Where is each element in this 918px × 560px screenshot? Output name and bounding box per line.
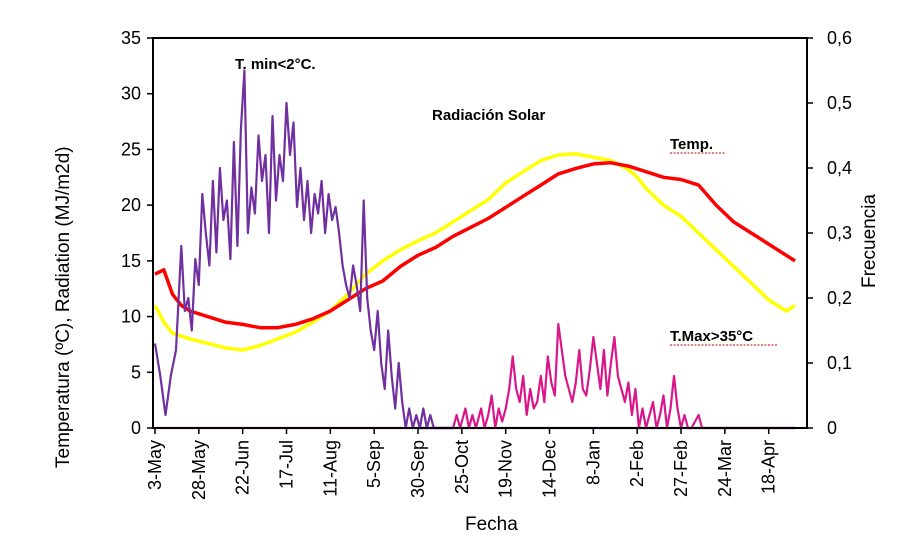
x-tick-label: 11-Aug bbox=[320, 440, 340, 497]
y-right-tick-label: 0,3 bbox=[827, 223, 852, 243]
x-tick-label: 18-Apr bbox=[759, 440, 779, 494]
y-right-tick-label: 0,5 bbox=[827, 93, 852, 113]
series-line-t-max-35-c bbox=[155, 322, 795, 430]
y-right-tick-label: 0,6 bbox=[827, 28, 852, 48]
y-left-tick-label: 5 bbox=[131, 362, 141, 382]
x-tick-label: 27-Feb bbox=[671, 440, 691, 497]
x-tick-label: 3-May bbox=[145, 440, 165, 490]
x-tick-label: 5-Sep bbox=[364, 440, 384, 488]
x-tick-label: 28-May bbox=[189, 440, 209, 500]
annotation-temp: Temp. bbox=[670, 136, 713, 153]
annotation-tmax: T.Max>35°C bbox=[670, 328, 753, 345]
y-right-tick-label: 0 bbox=[827, 418, 837, 438]
y-left-tick-label: 20 bbox=[121, 195, 141, 215]
x-tick-label: 22-Jun bbox=[233, 440, 253, 495]
y-left-tick-label: 10 bbox=[121, 307, 141, 327]
y-left-tick-label: 15 bbox=[121, 251, 141, 271]
y-right-axis-title: Frecuencia bbox=[859, 194, 880, 288]
axes-layer: 0 5 10 15 20 25 30 35 0 0,1 0,2 0,3 0,4 0,5 0,6 3-May 28… bbox=[121, 28, 852, 500]
y-left-tick-label: 0 bbox=[131, 418, 141, 438]
annotation-tmin: T. min<2°C. bbox=[235, 56, 316, 73]
series-line-t-min-2-c bbox=[153, 69, 454, 430]
y-right-tick-label: 0,2 bbox=[827, 288, 852, 308]
x-tick-label: 24-Mar bbox=[715, 440, 735, 497]
x-tick-label: 2-Feb bbox=[627, 440, 647, 487]
x-tick-label: 25-Oct bbox=[452, 440, 472, 494]
y-left-tick-label: 30 bbox=[121, 84, 141, 104]
series-line-temp bbox=[154, 161, 796, 330]
annotation-radiation: Radiación Solar bbox=[432, 107, 546, 124]
x-tick-label: 17-Jul bbox=[277, 440, 297, 489]
x-axis-title: Fecha bbox=[465, 514, 518, 535]
x-tick-label: 30-Sep bbox=[408, 440, 428, 498]
x-tick-label: 19-Nov bbox=[496, 440, 516, 498]
y-left-axis-title: Temperatura (ºC), Radiation (MJ/m2d) bbox=[53, 146, 74, 468]
y-right-tick-label: 0,1 bbox=[827, 353, 852, 373]
y-right-tick-label: 0,4 bbox=[827, 158, 852, 178]
x-tick-label: 8-Jan bbox=[583, 440, 603, 485]
y-left-tick-label: 25 bbox=[121, 139, 141, 159]
y-left-tick-label: 35 bbox=[121, 28, 141, 48]
series-layer bbox=[153, 69, 796, 430]
x-tick-label: 14-Dec bbox=[540, 440, 560, 498]
series-line-radiaci-n-solar bbox=[153, 152, 796, 352]
